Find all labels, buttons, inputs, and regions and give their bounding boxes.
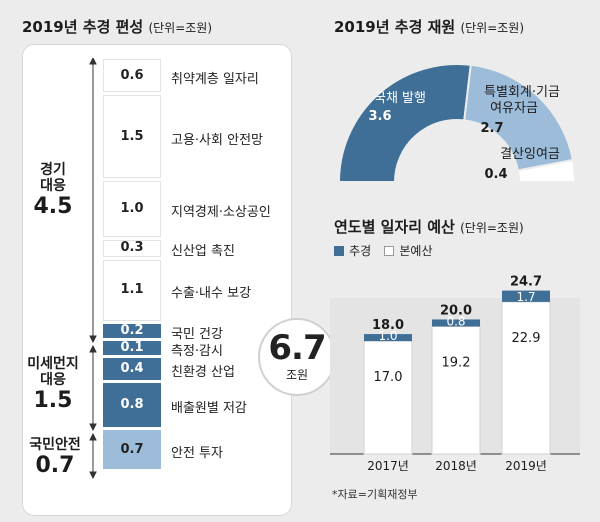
segment-value: 0.1 [120, 339, 144, 355]
donut-slice [463, 63, 575, 172]
segment-econ [103, 239, 161, 257]
segment-label: 취약계층 일자리 [171, 71, 259, 87]
budget-breakdown-panel: 0.6 취약계층 일자리 1.5 고용·사회 안전망 1.0 지역경제·소상공인 0.3 신산… [22, 44, 292, 516]
segment-econ [103, 181, 161, 237]
segment-value: 0.4 [120, 360, 144, 376]
donut-slice [516, 158, 577, 183]
group-safety-total: 0.7 [35, 453, 75, 479]
group-label-econ: 경기 대응 4.5 [28, 162, 78, 219]
group-dust-total: 1.5 [33, 388, 73, 414]
bar-total-label: 18.0 [372, 318, 404, 333]
segment-dust [103, 323, 161, 338]
donut-label: 3.6 [368, 109, 391, 124]
revenue-title-text: 2019년 추경 재원 [334, 18, 456, 36]
bar-main [501, 301, 551, 455]
total-value: 6.7 [268, 328, 326, 368]
total-badge: 6.7 조원 [258, 318, 336, 396]
jobs-bar-chart: 17.01.018.02017년19.20.820.02018년22.91.72… [330, 275, 580, 473]
bar-supp-label: 1.0 [378, 329, 397, 343]
legend-main-swatch [384, 245, 395, 256]
x-tick-label: 2019년 [505, 459, 547, 473]
bar-main [363, 340, 413, 455]
bar-main [431, 325, 481, 455]
segment-label: 측정·감시 [171, 343, 223, 359]
group-econ-line1: 경기 [40, 162, 66, 178]
jobs-legend: 추경 본예산 [334, 240, 441, 259]
bracket-dust-arrow-top [89, 344, 97, 353]
segment-label: 고용·사회 안전망 [171, 132, 263, 148]
segment-dust [103, 382, 161, 428]
segment-label: 배출원별 저감 [171, 400, 247, 416]
total-unit: 조원 [285, 368, 309, 382]
segment-label: 국민 건강 [171, 326, 223, 342]
group-dust-line1: 미세먼지 [27, 356, 79, 372]
group-econ-total: 4.5 [33, 194, 73, 220]
donut-label: 0.4 [484, 167, 507, 182]
jobs-title-text: 연도별 일자리 예산 [334, 218, 455, 236]
group-label-dust: 미세먼지 대응 1.5 [22, 356, 84, 413]
bar-main-label: 17.0 [374, 370, 403, 385]
donut-label: 국채 발행 [374, 90, 426, 106]
jobs-title: 연도별 일자리 예산 (단위=조원) [334, 216, 524, 237]
segment-value: 1.0 [120, 201, 144, 217]
bracket-econ-arrow-top [89, 58, 97, 65]
segment-label: 신산업 촉진 [171, 244, 235, 260]
bar-main-label: 19.2 [442, 355, 471, 370]
bracket-dust-arrow-bottom [89, 423, 97, 432]
left-title: 2019년 추경 편성 (단위=조원) [22, 16, 212, 37]
group-econ-line2: 대응 [40, 178, 66, 195]
segment-econ [103, 259, 161, 321]
bar-main-label: 22.9 [512, 331, 541, 346]
segment-value: 1.5 [120, 128, 144, 144]
bracket-econ-arrow-bottom [89, 335, 97, 344]
revenue-title: 2019년 추경 재원 (단위=조원) [334, 16, 524, 37]
bar-supp [364, 334, 412, 342]
jobs-title-unit: (단위=조원) [460, 221, 524, 235]
legend-main-label: 본예산 [399, 244, 433, 258]
segment-value: 1.1 [120, 282, 144, 298]
bar-supp-label: 0.8 [446, 314, 465, 328]
segment-value: 0.7 [120, 441, 144, 457]
x-tick-label: 2017년 [367, 459, 409, 473]
group-brackets [89, 58, 97, 480]
donut-label: 특별회계·기금 [484, 85, 560, 100]
segment-label: 친환경 산업 [171, 364, 235, 380]
bar-total-label: 20.0 [440, 303, 472, 318]
donut-slice [337, 63, 472, 183]
segment-econ [103, 95, 161, 179]
bar-supp [432, 319, 480, 327]
segment-value: 0.2 [120, 322, 144, 338]
bracket-safety-arrow-bottom [89, 471, 97, 480]
donut-label: 2.7 [480, 121, 503, 136]
group-dust-line2: 대응 [40, 372, 66, 389]
left-title-unit: (단위=조원) [148, 21, 213, 35]
segment-label: 수출·내수 보강 [171, 286, 252, 302]
legend-supp-label: 추경 [349, 244, 372, 258]
x-tick-label: 2018년 [435, 459, 477, 473]
group-safety-line1: 국민안전 [29, 437, 81, 453]
donut-label: 여유자금 [490, 101, 538, 116]
bracket-safety-arrow-top [89, 432, 97, 441]
legend-supp-swatch [334, 245, 344, 256]
bar-supp [502, 290, 550, 302]
bar-total-label: 24.7 [510, 275, 542, 290]
donut-label: 결산잉여금 [500, 147, 560, 162]
revenue-title-unit: (단위=조원) [460, 21, 525, 35]
segment-safety [103, 430, 161, 469]
segment-label: 지역경제·소상공인 [171, 205, 271, 221]
bar-supp-label: 1.7 [516, 290, 535, 304]
group-label-safety: 국민안전 0.7 [22, 437, 88, 478]
segment-value: 0.3 [120, 240, 144, 256]
segment-dust [103, 340, 161, 355]
segment-value: 0.8 [120, 396, 144, 412]
left-title-text: 2019년 추경 편성 [22, 18, 144, 36]
segment-dust [103, 357, 161, 380]
segment-value: 0.6 [120, 67, 144, 83]
segment-label: 안전 투자 [171, 445, 223, 461]
source-note: *자료=기획재정부 [332, 488, 418, 501]
segment-econ [103, 59, 161, 93]
